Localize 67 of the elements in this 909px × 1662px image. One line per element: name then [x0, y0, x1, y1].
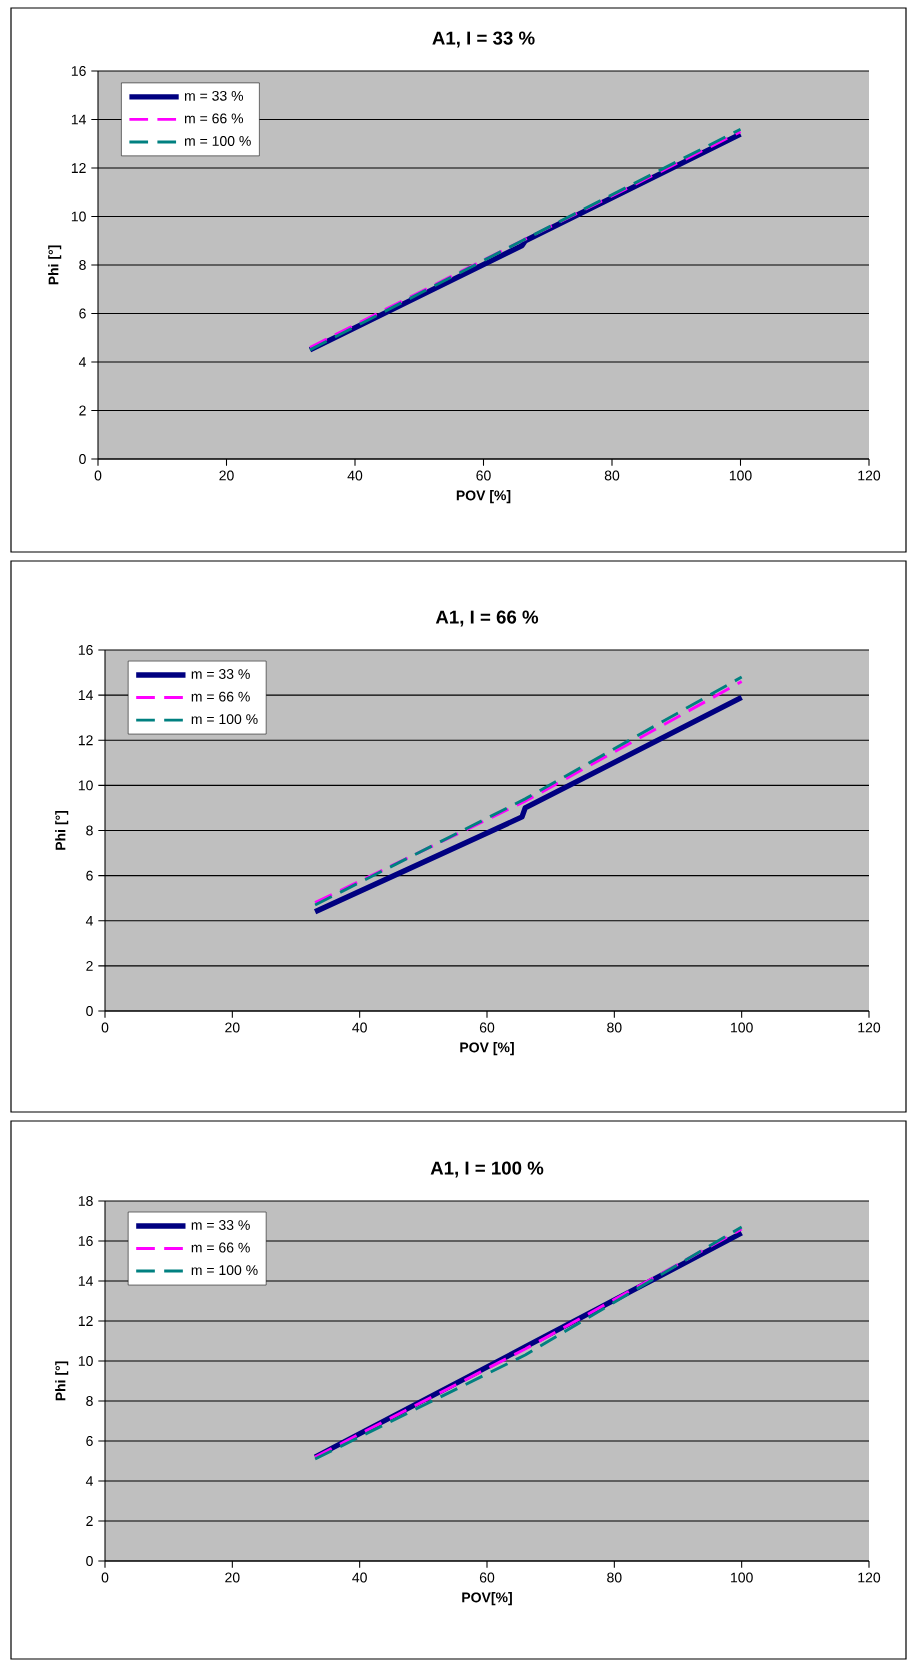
- legend-label: m = 33 %: [191, 1220, 250, 1230]
- x-tick-label: 0: [101, 1022, 109, 1033]
- x-tick-label: 40: [352, 1022, 367, 1033]
- y-tick-label: 8: [86, 825, 93, 836]
- x-tick-label: 80: [607, 1022, 622, 1033]
- x-tick-label: 40: [347, 470, 363, 481]
- y-tick-label: 10: [78, 780, 93, 791]
- x-tick-label: 20: [225, 1022, 240, 1033]
- y-tick-label: 18: [78, 1196, 93, 1206]
- y-axis-title: Phi [°]: [48, 245, 62, 285]
- y-tick-label: 2: [86, 1516, 93, 1526]
- chart-title: A1, I = 33 %: [432, 31, 535, 48]
- chart-title: A1, I = 100 %: [430, 1161, 544, 1178]
- x-tick-label: 120: [858, 1572, 881, 1583]
- y-tick-label: 6: [86, 1436, 93, 1446]
- y-tick-label: 10: [78, 1356, 93, 1366]
- y-tick-label: 14: [78, 690, 93, 700]
- x-tick-label: 60: [476, 470, 491, 481]
- y-tick-label: 4: [78, 357, 86, 367]
- x-tick-label: 120: [858, 1022, 881, 1033]
- y-tick-label: 4: [85, 915, 93, 926]
- x-tick-label: 60: [479, 1022, 495, 1033]
- y-tick-label: 2: [79, 405, 86, 416]
- chart-title: A1, I = 66 %: [435, 610, 539, 627]
- y-tick-label: 10: [71, 211, 86, 222]
- x-tick-label: 100: [731, 1572, 753, 1583]
- y-tick-label: 0: [86, 1556, 93, 1566]
- y-tick-label: 0: [79, 454, 86, 464]
- x-tick-label: 60: [479, 1572, 495, 1583]
- x-tick-label: 0: [94, 470, 102, 481]
- legend-label: m = 66 %: [191, 691, 250, 702]
- y-axis-title: Phi [°]: [55, 1361, 69, 1401]
- y-tick-label: 14: [78, 1276, 93, 1286]
- y-tick-label: 16: [78, 645, 93, 655]
- legend-label: m = 66 %: [191, 1242, 250, 1253]
- legend-label: m = 33 %: [184, 90, 244, 101]
- y-tick-label: 8: [79, 260, 86, 270]
- y-tick-label: 12: [71, 163, 86, 173]
- y-tick-label: 6: [79, 308, 86, 319]
- y-tick-label: 2: [86, 960, 93, 971]
- y-tick-label: 16: [78, 1236, 93, 1246]
- x-tick-label: 0: [101, 1572, 109, 1583]
- y-tick-label: 6: [86, 870, 93, 881]
- y-axis-title: Phi [°]: [55, 810, 69, 850]
- y-tick-label: 14: [71, 114, 86, 125]
- x-tick-label: 80: [604, 470, 620, 481]
- y-tick-label: 16: [71, 66, 86, 76]
- y-tick-label: 0: [86, 1006, 93, 1016]
- y-tick-label: 12: [78, 735, 93, 746]
- x-tick-label: 40: [352, 1572, 367, 1583]
- x-tick-label: 80: [607, 1572, 622, 1583]
- x-tick-label: 20: [225, 1572, 240, 1583]
- x-axis-title: POV[%]: [462, 1592, 512, 1606]
- legend-label: m = 100 %: [191, 714, 258, 725]
- x-tick-label: 120: [858, 470, 881, 481]
- legend-label: m = 100 %: [184, 135, 251, 146]
- legend-label: m = 33 %: [191, 669, 250, 680]
- legend-label: m = 100 %: [191, 1265, 258, 1276]
- y-tick-label: 12: [78, 1316, 93, 1326]
- x-axis-title: POV [%]: [460, 1042, 514, 1056]
- y-tick-label: 4: [85, 1476, 93, 1486]
- legend-label: m = 66 %: [184, 113, 244, 124]
- x-tick-label: 100: [729, 470, 752, 481]
- y-tick-label: 8: [86, 1396, 93, 1406]
- x-tick-label: 20: [219, 470, 234, 481]
- x-axis-title: POV [%]: [456, 490, 511, 504]
- x-tick-label: 100: [731, 1022, 753, 1033]
